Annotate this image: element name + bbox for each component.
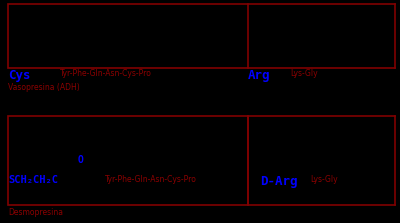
Text: Arg: Arg [248, 69, 270, 82]
Bar [8, 4, 248, 68]
Text: Desmopresina: Desmopresina [8, 208, 63, 217]
Text: O: O [78, 155, 84, 165]
Text: Vasopresina (ADH): Vasopresina (ADH) [8, 83, 80, 92]
Text: Lys-Gly: Lys-Gly [310, 175, 338, 184]
Bar [8, 116, 248, 205]
Text: Tyr-Phe-Gln-Asn-Cys-Pro: Tyr-Phe-Gln-Asn-Cys-Pro [105, 175, 197, 184]
Text: Tyr-Phe-Gln-Asn-Cys-Pro: Tyr-Phe-Gln-Asn-Cys-Pro [60, 69, 152, 78]
Text: Lys-Gly: Lys-Gly [290, 69, 318, 78]
Text: Cys: Cys [8, 69, 30, 82]
Text: SCH₂CH₂C: SCH₂CH₂C [8, 175, 58, 185]
Text: D-Arg: D-Arg [260, 175, 298, 188]
